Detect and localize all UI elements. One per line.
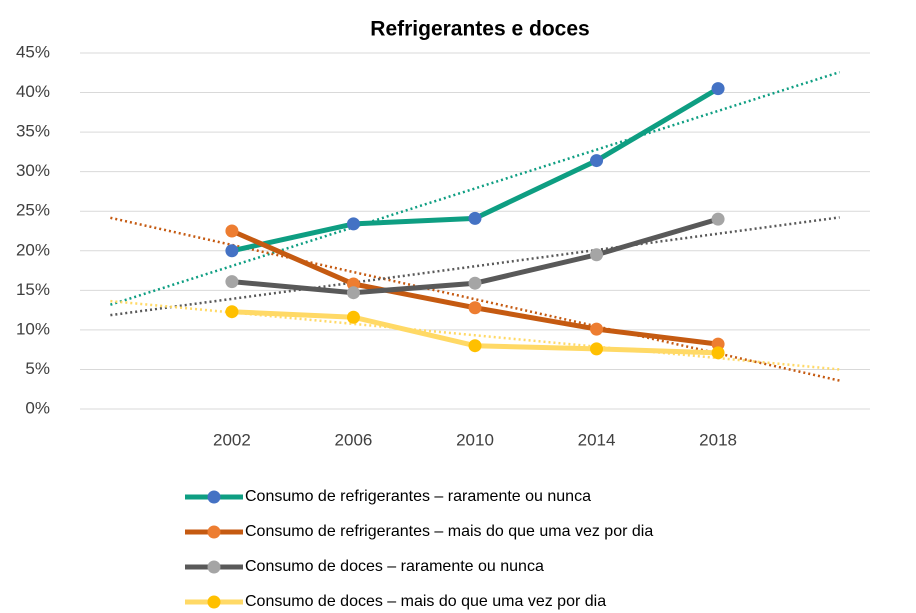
marker — [225, 224, 239, 238]
legend-marker — [207, 490, 221, 504]
legend-label: Consumo de doces – mais do que uma vez p… — [245, 593, 606, 610]
marker — [590, 342, 604, 356]
marker — [711, 82, 725, 96]
chart-title: Refrigerantes e doces — [370, 18, 589, 41]
x-tick-label: 2006 — [335, 430, 373, 449]
marker — [346, 310, 360, 324]
marker — [468, 211, 482, 225]
legend-label: Consumo de refrigerantes – raramente ou … — [245, 488, 591, 505]
marker — [468, 276, 482, 290]
y-tick-label: 25% — [16, 201, 50, 220]
y-tick-label: 5% — [25, 359, 50, 378]
series-line — [231, 86, 720, 254]
marker — [225, 275, 239, 289]
legend-marker — [207, 560, 221, 574]
x-tick-label: 2018 — [699, 430, 737, 449]
marker — [346, 217, 360, 231]
marker — [225, 244, 239, 258]
trendline — [110, 216, 840, 317]
marker — [225, 305, 239, 319]
x-tick-label: 2010 — [456, 430, 494, 449]
x-tick-label: 2002 — [213, 430, 251, 449]
legend-marker — [207, 595, 221, 609]
y-tick-label: 10% — [16, 319, 50, 338]
y-tick-label: 45% — [16, 42, 50, 61]
y-tick-label: 35% — [16, 122, 50, 141]
trendline — [110, 70, 840, 306]
x-tick-label: 2014 — [578, 430, 616, 449]
y-tick-label: 15% — [16, 280, 50, 299]
y-tick-label: 30% — [16, 161, 50, 180]
legend-label: Consumo de doces – raramente ou nunca — [245, 558, 544, 575]
marker — [711, 212, 725, 226]
marker — [590, 154, 604, 168]
legend-marker — [207, 525, 221, 539]
marker — [590, 322, 604, 336]
marker — [711, 346, 725, 360]
y-tick-label: 0% — [25, 398, 50, 417]
trendline — [110, 216, 840, 382]
legend: Consumo de refrigerantes – raramente ou … — [185, 488, 653, 610]
legend-label: Consumo de refrigerantes – mais do que u… — [245, 523, 653, 540]
marker — [590, 248, 604, 262]
marker — [468, 339, 482, 353]
marker — [346, 286, 360, 300]
marker — [468, 301, 482, 315]
y-tick-label: 20% — [16, 240, 50, 259]
y-tick-label: 40% — [16, 82, 50, 101]
